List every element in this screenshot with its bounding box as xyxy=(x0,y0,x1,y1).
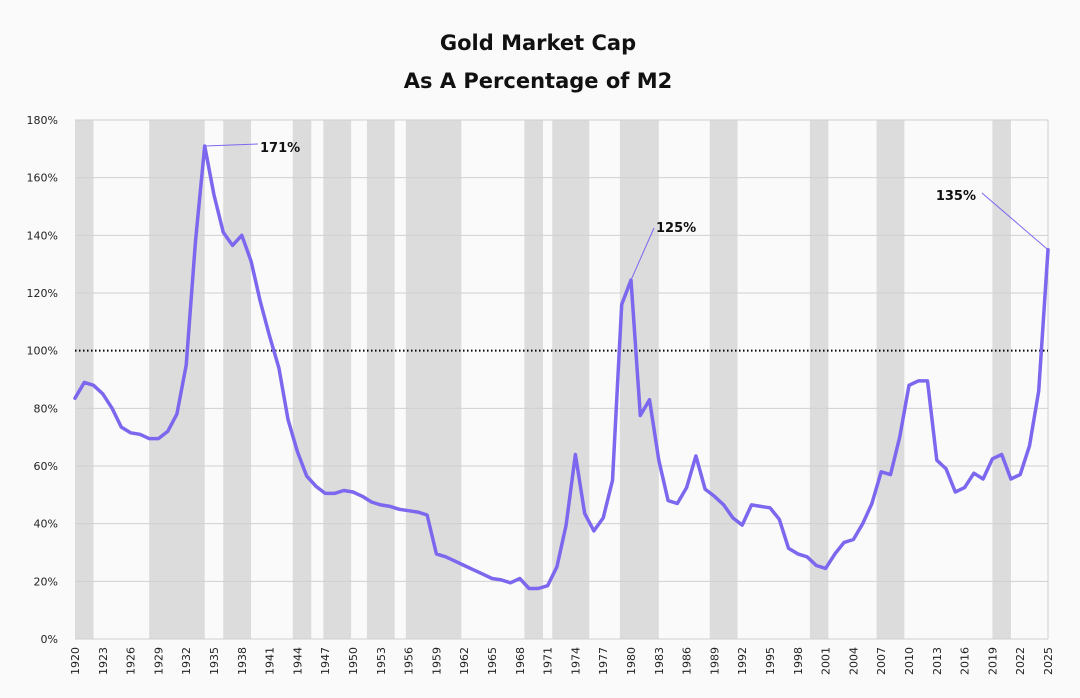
x-tick-label: 1941 xyxy=(264,647,277,675)
x-tick-label: 2004 xyxy=(847,647,860,675)
x-tick-label: 1983 xyxy=(653,647,666,675)
x-tick-label: 1932 xyxy=(180,647,193,675)
x-tick-label: 1962 xyxy=(458,647,471,675)
x-tick-label: 1974 xyxy=(569,647,582,675)
x-tick-label: 1992 xyxy=(736,647,749,675)
recession-band xyxy=(876,120,905,639)
x-tick-label: 1923 xyxy=(97,647,110,675)
recession-band xyxy=(992,120,1011,639)
y-tick-label: 100% xyxy=(27,345,58,358)
y-axis-ticks: 0% 20% 40% 60% 80% 100% 120% 140% 160% 180% xyxy=(27,114,58,646)
recession-band xyxy=(149,120,205,639)
x-tick-label: 1926 xyxy=(125,647,138,675)
recession-band xyxy=(75,120,94,639)
chart-title: Gold Market Cap xyxy=(440,31,636,55)
x-tick-label: 1920 xyxy=(69,647,82,675)
x-tick-label: 2013 xyxy=(931,647,944,675)
x-tick-label: 1977 xyxy=(597,647,610,675)
annotation-label: 125% xyxy=(656,221,696,236)
x-tick-label: 1950 xyxy=(347,647,360,675)
y-tick-label: 0% xyxy=(41,633,58,646)
recession-band xyxy=(809,120,829,639)
y-tick-label: 20% xyxy=(34,575,58,588)
x-tick-label: 1965 xyxy=(486,647,499,675)
x-tick-label: 2016 xyxy=(959,647,972,675)
y-tick-label: 60% xyxy=(34,460,58,473)
x-tick-label: 1998 xyxy=(792,647,805,675)
x-tick-label: 2001 xyxy=(820,647,833,675)
x-tick-label: 1980 xyxy=(625,647,638,675)
y-tick-label: 140% xyxy=(27,229,58,242)
series-line xyxy=(73,144,1050,591)
x-tick-label: 2022 xyxy=(1014,647,1027,675)
annotation-leader xyxy=(630,227,655,281)
y-tick-label: 80% xyxy=(34,402,58,415)
x-tick-label: 1971 xyxy=(542,647,555,675)
y-tick-label: 180% xyxy=(27,114,58,127)
x-tick-label: 1929 xyxy=(152,647,165,675)
y-tick-label: 160% xyxy=(27,172,58,185)
gridlines xyxy=(75,119,1049,640)
x-tick-label: 1986 xyxy=(681,647,694,675)
annotation-label: 171% xyxy=(260,141,300,156)
series-group xyxy=(73,144,1050,591)
x-tick-label: 2010 xyxy=(903,647,916,675)
annotation-label: 135% xyxy=(936,189,976,204)
recession-band xyxy=(709,120,738,639)
x-tick-label: 1947 xyxy=(319,647,332,675)
recession-band xyxy=(405,120,462,639)
recession-band xyxy=(223,120,252,639)
chart-subtitle: As A Percentage of M2 xyxy=(404,69,672,93)
recession-band xyxy=(323,120,352,639)
x-tick-label: 1989 xyxy=(708,647,721,675)
x-tick-label: 1938 xyxy=(236,647,249,675)
x-tick-label: 1959 xyxy=(430,647,443,675)
x-tick-label: 1956 xyxy=(403,647,416,675)
y-tick-label: 40% xyxy=(34,518,58,531)
x-tick-label: 1953 xyxy=(375,647,388,675)
annotations: 171% 125% 135% xyxy=(204,141,1049,281)
x-tick-label: 2007 xyxy=(875,647,888,675)
recession-band xyxy=(524,120,543,639)
x-tick-label: 2019 xyxy=(986,647,999,675)
y-tick-label: 120% xyxy=(27,287,58,300)
x-tick-label: 1944 xyxy=(291,647,304,675)
x-tick-label: 2025 xyxy=(1042,647,1055,675)
recession-band xyxy=(292,120,312,639)
annotation-leader xyxy=(981,192,1049,251)
x-tick-label: 1995 xyxy=(764,647,777,675)
recession-band xyxy=(366,120,395,639)
annotation-leader xyxy=(204,143,259,147)
x-tick-label: 1968 xyxy=(514,647,527,675)
x-axis-ticks: 1920 1923 1926 1929 1932 1935 1938 1941 1944 1947… xyxy=(69,647,1055,675)
x-tick-label: 1935 xyxy=(208,647,221,675)
